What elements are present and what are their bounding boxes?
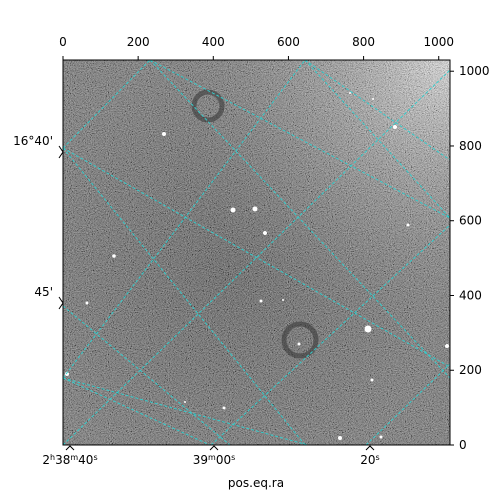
star — [370, 378, 374, 382]
ra-tick-label: 2h38m40s — [42, 453, 97, 467]
star — [222, 406, 226, 410]
star — [184, 401, 186, 403]
star — [372, 98, 374, 100]
star — [65, 372, 69, 376]
star — [379, 435, 383, 439]
star — [162, 132, 166, 136]
right-tick-label: 600 — [459, 214, 482, 228]
grid-line — [63, 305, 231, 445]
right-tick-label: 800 — [459, 139, 482, 153]
grid-line — [149, 60, 450, 219]
star — [263, 231, 267, 235]
star — [252, 206, 258, 212]
ra-tick-label: 39m00s — [193, 453, 236, 467]
grid-line — [210, 224, 450, 445]
grid-line — [63, 60, 151, 149]
plot-frame — [62, 59, 451, 446]
axis-ticks: 0 200 400 600 800 1000 0 200 400 600 800 1000 2h38m4… — [13, 35, 489, 467]
star — [297, 342, 301, 346]
star — [282, 299, 284, 301]
top-tick-label: 800 — [352, 35, 375, 49]
ra-tick — [209, 445, 219, 451]
top-tick-label: 200 — [127, 35, 150, 49]
star — [393, 125, 397, 129]
top-tick-label: 1000 — [423, 35, 454, 49]
grid-line — [63, 60, 306, 379]
grid-line — [304, 60, 450, 219]
grid-line — [304, 60, 450, 161]
grid-line — [63, 377, 309, 445]
grid-line — [149, 60, 450, 379]
top-tick-label: 600 — [277, 35, 300, 49]
right-tick-label: 0 — [459, 438, 467, 452]
x-axis-label: pos.eq.ra — [228, 476, 284, 490]
sky-image — [63, 60, 450, 445]
grid-line — [63, 377, 211, 445]
ring-artifacts — [191, 89, 319, 359]
star — [364, 325, 372, 333]
star — [349, 92, 351, 94]
star — [445, 344, 449, 348]
dec-tick — [58, 296, 64, 310]
top-tick-label: 0 — [59, 35, 67, 49]
ra-tick-label: 20s — [360, 453, 379, 467]
coordinate-grid — [63, 60, 450, 445]
dec-tick-label: 16°40' — [13, 134, 53, 148]
grid-line — [63, 147, 306, 445]
dec-tick — [58, 145, 64, 159]
right-tick-label: 400 — [459, 288, 482, 302]
top-tick-label: 400 — [202, 35, 225, 49]
right-tick-label: 1000 — [459, 64, 490, 78]
right-tick-label: 200 — [459, 363, 482, 377]
star — [112, 254, 116, 258]
star — [230, 207, 236, 213]
grid-line — [365, 363, 450, 445]
ra-tick — [365, 445, 375, 451]
stars — [65, 92, 449, 440]
dec-tick-label: 45' — [34, 285, 53, 299]
star — [338, 436, 342, 440]
star — [406, 223, 410, 227]
star — [259, 299, 263, 303]
ra-tick — [65, 445, 75, 451]
star — [85, 301, 89, 305]
grid-line — [63, 147, 450, 368]
